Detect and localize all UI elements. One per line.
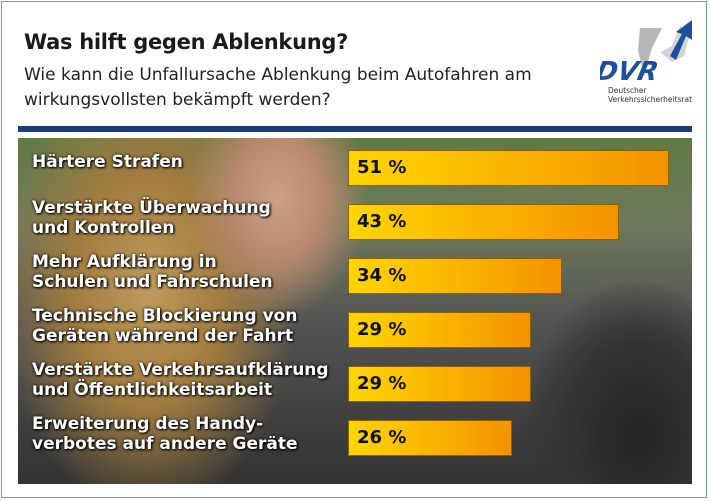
bar-value-label: 29 %	[357, 319, 407, 340]
bar-value-label: 43 %	[357, 211, 407, 232]
bar-label: Verstärkte Verkehrsaufklärung und Öffentl…	[32, 360, 329, 400]
bar: 26 %	[348, 420, 512, 456]
bar-value-label: 34 %	[357, 265, 407, 286]
bar-label-line: Technische Blockierung von	[32, 306, 298, 326]
bar-label: Mehr Aufklärung in Schulen und Fahrschule…	[32, 252, 273, 292]
dvr-logo: DVR	[600, 20, 692, 87]
bar-label-line: Geräten während der Fahrt	[32, 326, 294, 346]
bar-label-line: Verstärkte Verkehrsaufklärung	[32, 360, 329, 380]
bar-label: Härtere Strafen	[32, 152, 183, 172]
logo-org-line2: Verkehrssicherheitsrat	[608, 95, 693, 104]
bar-label: Erweiterung des Handy-verbotes auf ander…	[32, 414, 298, 454]
bar-value-label: 26 %	[357, 427, 407, 448]
bar-label-line: und Kontrollen	[32, 218, 175, 238]
logo-org-name: Deutscher Verkehrssicherheitsrat	[608, 86, 692, 104]
header-divider	[18, 126, 692, 132]
bar: 43 %	[348, 204, 619, 240]
bar: 51 %	[348, 150, 669, 186]
bar-label-line: Erweiterung des Handy-	[32, 414, 264, 434]
bar-label-line: verbotes auf andere Geräte	[32, 434, 298, 454]
bar-label-line: Schulen und Fahrschulen	[32, 272, 273, 292]
bar: 34 %	[348, 258, 562, 294]
bar: 29 %	[348, 366, 531, 402]
logo-org-line1: Deutscher	[608, 86, 647, 95]
bar-label: Technische Blockierung von Geräten währen…	[32, 306, 297, 346]
bar-value-label: 29 %	[357, 373, 407, 394]
bar-label-line: Mehr Aufklärung in	[32, 252, 217, 272]
svg-text:DVR: DVR	[600, 57, 661, 87]
subtitle: Wie kann die Unfallursache Ablenkung bei…	[24, 65, 532, 110]
chart-area: Härtere Strafen 51 % Verstärkte Überwachun…	[18, 138, 692, 484]
bar-label-line: Verstärkte Überwachung	[32, 198, 271, 218]
bar-value-label: 51 %	[357, 157, 407, 178]
bar: 29 %	[348, 312, 531, 348]
page-title: Was hilft gegen Ablenkung?	[24, 30, 348, 54]
bar-label-line: Härtere Strafen	[32, 152, 183, 172]
bar-label-line: und Öffentlichkeitsarbeit	[32, 380, 273, 400]
bar-label: Verstärkte Überwachung und Kontrollen	[32, 198, 271, 238]
